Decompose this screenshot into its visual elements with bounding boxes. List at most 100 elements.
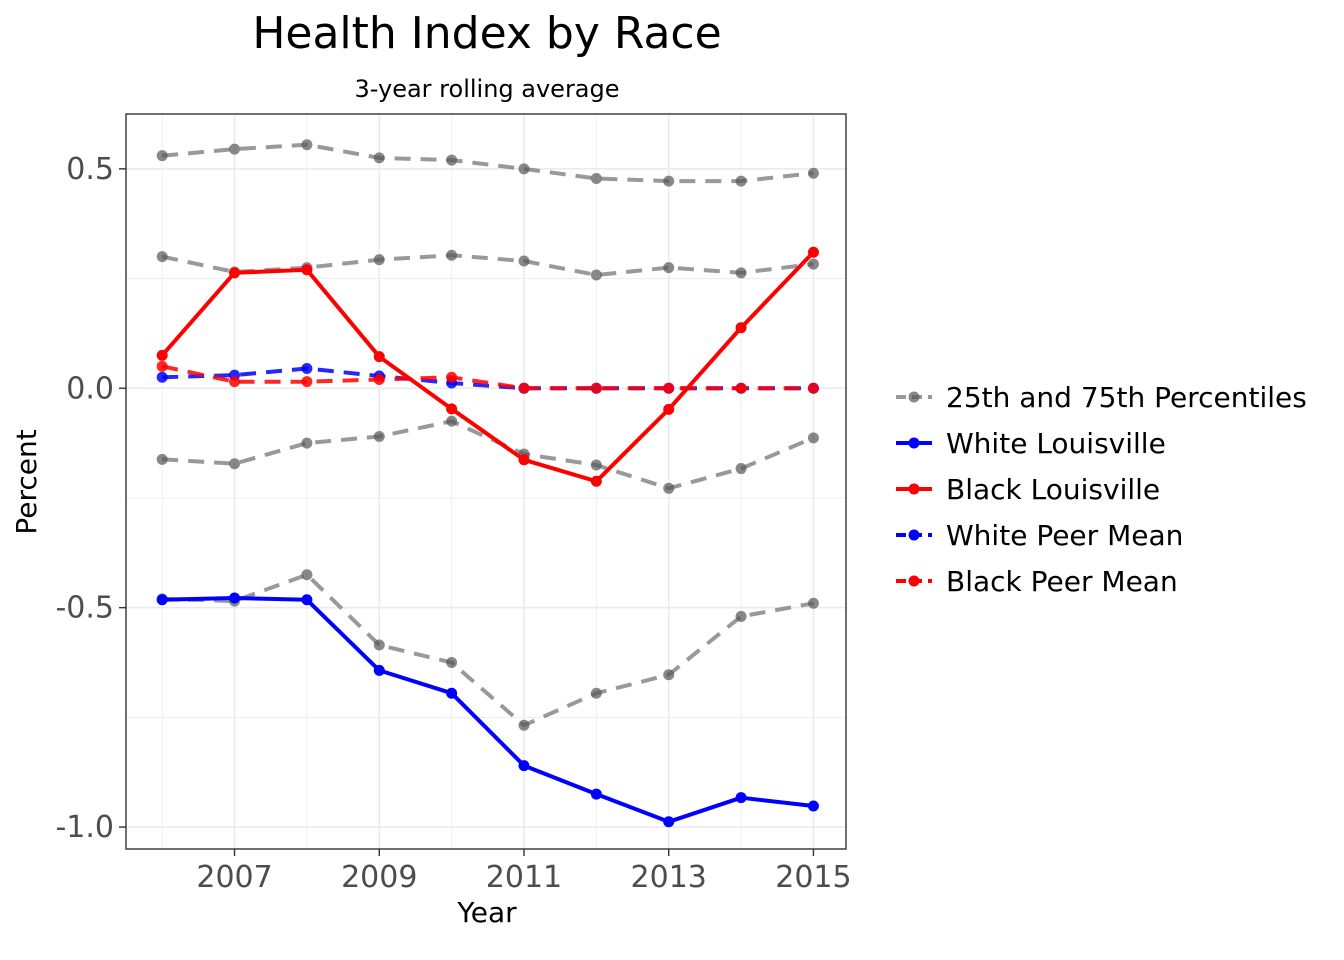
series-0 [156,139,819,187]
y-axis-title: Percent [10,429,43,534]
grid [126,114,846,849]
data-point [807,167,819,179]
data-point [663,669,675,681]
legend: 25th and 75th Percentiles White Louisvill… [896,381,1307,598]
x-tick-label: 2011 [486,860,562,895]
x-axis-title: Year [456,896,517,929]
x-tick-label: 2007 [196,860,272,895]
series-7 [156,246,819,487]
panel-border [125,113,847,850]
x-tick-label: 2013 [631,860,707,895]
series-line [162,419,815,491]
data-point [229,592,241,604]
data-point [518,255,530,267]
data-point [446,403,458,415]
data-point [373,351,385,363]
data-point [807,432,819,444]
data-point [735,610,747,622]
legend-label: Black Peer Mean [946,565,1178,598]
legend-key-point [908,483,920,495]
data-point [735,463,747,475]
data-point [663,262,675,274]
legend-label: 25th and 75th Percentiles [946,381,1307,414]
x-tick-label: 2009 [341,860,417,895]
data-point [518,382,530,394]
legend-item: White Louisville [896,427,1166,460]
data-point [156,371,168,383]
series-line [160,250,815,484]
series-line [161,364,814,391]
data-point [301,376,313,388]
data-point [807,258,819,270]
data-point [663,482,675,494]
data-point [663,816,675,828]
data-point [156,453,168,465]
y-tick-label: -0.5 [55,591,114,626]
data-point [229,458,241,470]
data-point [735,322,747,334]
x-axis: 2007 2009 2011 2013 2015 [196,849,852,895]
y-axis: 0.5 0.0 -0.5 -1.0 [55,152,126,845]
y-tick-label: -1.0 [55,810,114,845]
data-point [807,382,819,394]
legend-label: Black Louisville [946,473,1160,506]
y-tick-label: 0.0 [66,371,114,406]
data-point [156,594,168,606]
data-point [301,363,313,375]
series-line [162,142,814,184]
series-1 [156,249,819,281]
data-point [590,687,602,699]
data-point [663,403,675,415]
data-point [373,152,385,164]
data-point [156,150,168,162]
data-point [301,437,313,449]
data-point [807,597,819,609]
data-point [663,382,675,394]
legend-label: White Louisville [946,427,1166,460]
legend-key-point [908,437,920,449]
data-point [590,173,602,185]
data-point [301,569,313,581]
series-line [162,572,814,728]
legend-item: White Peer Mean [896,519,1183,552]
data-point [301,139,313,151]
x-tick-label: 2015 [775,860,851,895]
data-point [807,800,819,812]
data-point [446,249,458,261]
data-point [446,657,458,669]
series-line [162,596,814,824]
data-point [590,269,602,281]
data-point [229,267,241,279]
legend-key-point [908,391,920,403]
data-point [590,475,602,487]
series-3 [156,569,819,731]
legend-key-point [908,529,920,541]
data-point [518,163,530,175]
data-point [373,639,385,651]
data-point [590,788,602,800]
data-point [518,719,530,731]
series-5 [156,360,819,394]
data-point [735,792,747,804]
series-layer [156,139,819,828]
legend-item: Black Louisville [896,473,1160,506]
data-point [518,454,530,466]
series-2 [156,415,819,494]
chart-title: Health Index by Race [252,8,721,59]
data-point [229,376,241,388]
data-point [735,382,747,394]
series-line [162,366,814,391]
data-point [373,664,385,676]
data-point [301,594,313,606]
data-point [373,373,385,385]
chart-subtitle: 3-year rolling average [354,75,619,103]
data-point [446,371,458,383]
data-point [229,143,241,155]
data-point [373,254,385,266]
data-point [373,431,385,443]
data-point [156,349,168,361]
data-point [590,459,602,471]
data-point [735,175,747,187]
data-point [446,154,458,166]
